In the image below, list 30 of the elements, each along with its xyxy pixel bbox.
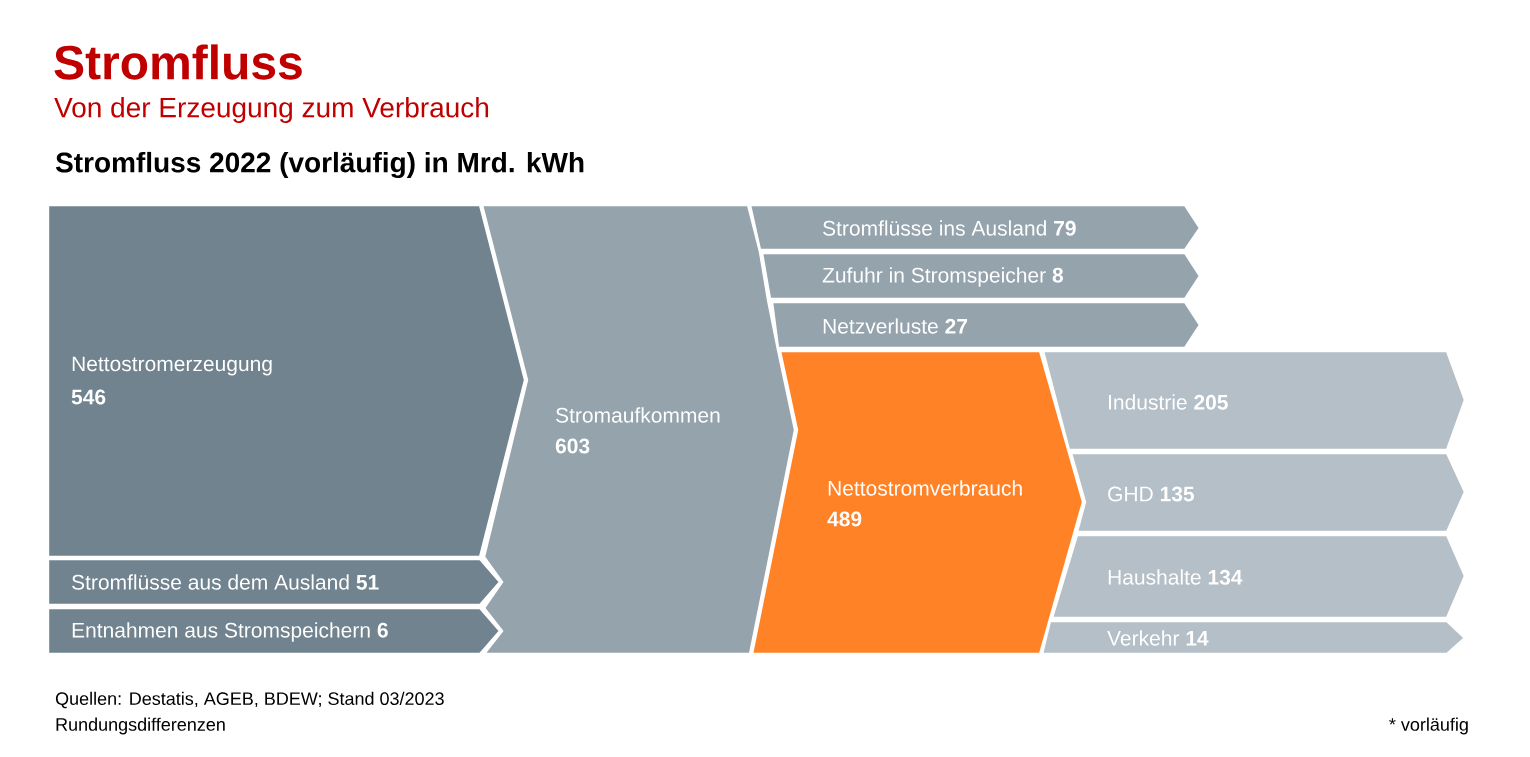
source-note: Quellen: Destatis, AGEB, BDEW; Stand 03/2023 [55, 691, 444, 709]
text: Rundungsdifferenzen [56, 717, 225, 735]
category-label: Nettostromverbrauch [828, 480, 1022, 496]
text: * vorläufig [1389, 717, 1468, 735]
data-label: 205 [1194, 394, 1228, 410]
category-label: Zufuhr in Stromspeicher [822, 267, 1046, 287]
text: Von der Erzeugung zum Verbrauch [54, 96, 489, 124]
category-label: Stromaufkommen [556, 407, 720, 423]
data-label: 546 [71, 389, 106, 405]
data-label: 6 [377, 622, 388, 638]
data-label: 603 [555, 438, 590, 454]
category-label: Verkehr [1107, 630, 1180, 646]
data-label: 489 [827, 511, 862, 527]
category-label: Industrie [1109, 394, 1187, 410]
category-label: Netzverluste [823, 318, 938, 334]
category-label: Nettostromerzeugung [72, 356, 272, 376]
text: Stromfluss [54, 44, 302, 80]
data-label: 27 [945, 318, 968, 334]
data-label: 135 [1160, 486, 1194, 502]
category-label: Stromflüsse ins Ausland [823, 220, 1046, 236]
data-label: 51 [356, 575, 379, 590]
category-label: Stromflüsse aus dem Ausland [72, 574, 349, 590]
data-label: 134 [1208, 569, 1243, 585]
data-label: 14 [1186, 631, 1209, 646]
category-label: GHD [1108, 486, 1153, 502]
text: Stromfluss 2022 (vorläufig) in Mrd. kWh [55, 151, 584, 179]
category-label: Haushalte [1108, 569, 1201, 585]
data-label: 8 [1052, 267, 1064, 283]
data-label: 79 [1054, 220, 1076, 236]
category-label: Entnahmen aus Stromspeichern [72, 622, 370, 642]
